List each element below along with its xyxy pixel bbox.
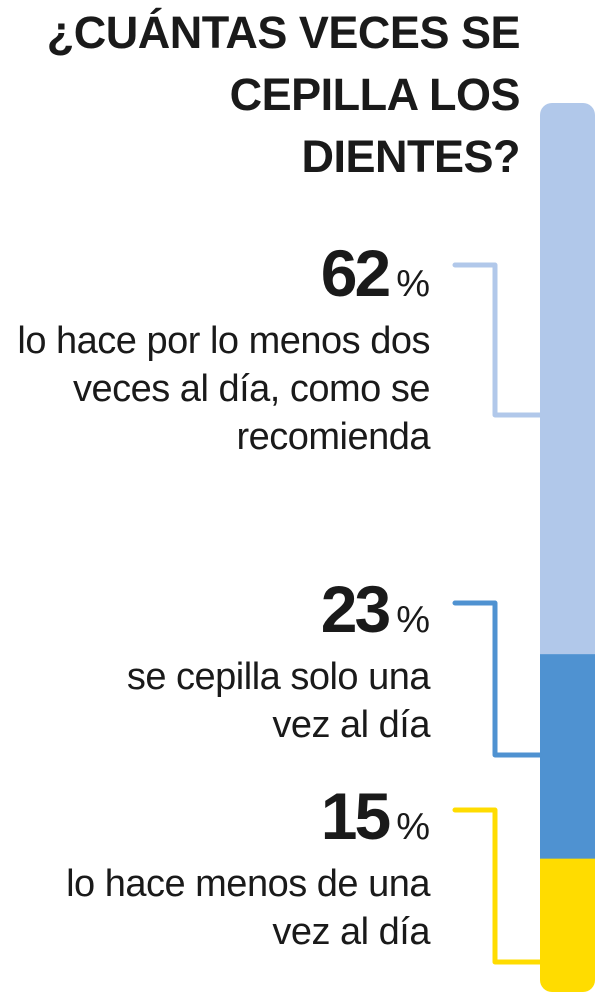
label-block-2: 15% lo hace menos de una vez al día	[0, 783, 430, 956]
description: lo hace por lo menos dos veces al día, c…	[17, 320, 430, 458]
bar-segment-0	[540, 103, 595, 655]
value-label: 62	[320, 236, 391, 310]
description: se cepilla solo una vez al día	[126, 656, 431, 746]
unit-label: %	[396, 599, 430, 641]
value-label: 15	[320, 779, 391, 853]
connector-line-1	[452, 600, 543, 758]
description: lo hace menos de una vez al día	[66, 863, 430, 953]
bar-segment-1	[540, 654, 595, 860]
value-label: 23	[320, 572, 391, 646]
chart-title: ¿CUÁNTAS VECES SE CEPILLA LOS DIENTES?	[46, 7, 521, 182]
connector-line-2	[452, 807, 543, 965]
percent-label: 15%	[0, 783, 430, 860]
unit-label: %	[396, 806, 430, 848]
percent-label: 23%	[70, 576, 430, 653]
label-block-0: 62% lo hace por lo menos dos veces al dí…	[10, 240, 430, 461]
percent-label: 62%	[10, 240, 430, 317]
connector-line-0	[452, 262, 543, 418]
unit-label: %	[396, 263, 430, 305]
label-block-1: 23% se cepilla solo una vez al día	[70, 576, 431, 749]
bar-segment-2	[540, 858, 595, 992]
